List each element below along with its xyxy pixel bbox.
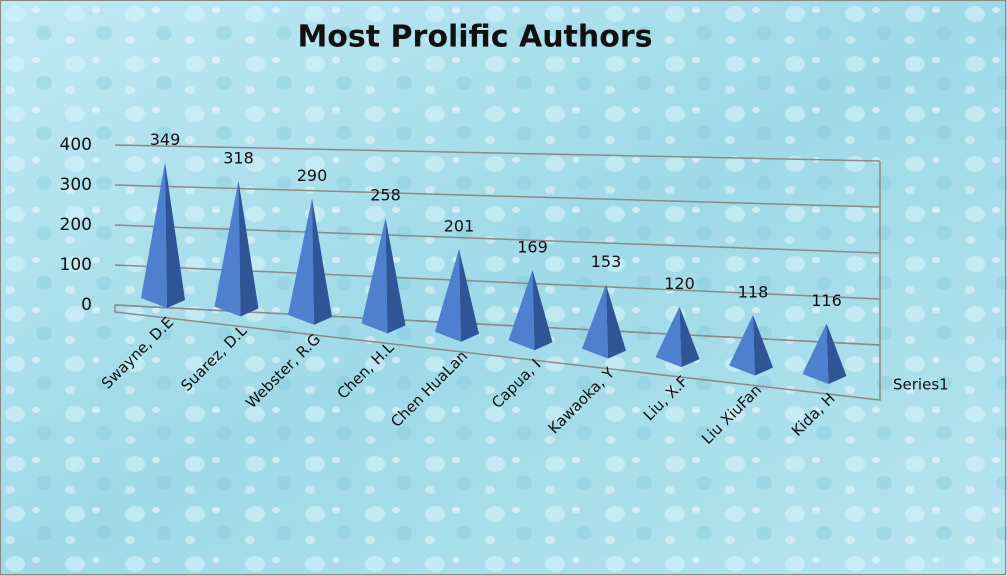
legend-label: Series1 bbox=[893, 376, 949, 394]
y-tick-label: 300 bbox=[60, 175, 92, 195]
data-label: 116 bbox=[811, 291, 842, 310]
pyramid-face bbox=[141, 162, 167, 308]
pyramid bbox=[729, 315, 773, 376]
pyramid bbox=[655, 306, 700, 368]
pyramid-face bbox=[361, 218, 388, 334]
grid-line bbox=[114, 184, 881, 208]
pyramid bbox=[361, 218, 406, 334]
pyramid-face bbox=[214, 180, 241, 317]
y-tick-label: 0 bbox=[81, 295, 92, 315]
pyramid-face bbox=[679, 306, 700, 368]
pyramid-face bbox=[238, 180, 259, 317]
y-tick-label: 400 bbox=[60, 135, 92, 155]
grid-line bbox=[114, 144, 881, 162]
data-label: 290 bbox=[297, 166, 328, 185]
pyramid-face bbox=[532, 270, 553, 351]
pyramid-face bbox=[385, 218, 406, 334]
data-label: 201 bbox=[444, 217, 475, 236]
pyramid bbox=[214, 180, 259, 317]
pyramid bbox=[582, 284, 626, 359]
pyramid-face bbox=[606, 284, 626, 359]
pyramid-face bbox=[753, 315, 773, 376]
pyramid-face bbox=[435, 249, 461, 342]
pyramid-face bbox=[312, 198, 332, 325]
data-label: 349 bbox=[150, 130, 181, 149]
data-label: 118 bbox=[738, 283, 769, 302]
pyramid-face bbox=[459, 249, 479, 342]
pyramid-face bbox=[802, 323, 829, 384]
pyramid bbox=[141, 162, 185, 308]
data-label: 258 bbox=[370, 186, 401, 205]
pyramid bbox=[288, 198, 332, 325]
pyramid-face bbox=[508, 270, 535, 351]
pyramid-face bbox=[582, 284, 608, 359]
pyramid-face bbox=[655, 306, 682, 368]
data-label: 169 bbox=[517, 238, 548, 257]
pyramid-face bbox=[729, 315, 755, 376]
pyramid bbox=[802, 323, 847, 384]
y-tick-label: 200 bbox=[60, 215, 92, 235]
pyramid bbox=[435, 249, 479, 342]
data-label: 153 bbox=[591, 252, 622, 271]
pyramid-face bbox=[165, 162, 185, 308]
data-label: 120 bbox=[664, 274, 695, 293]
y-tick-label: 100 bbox=[60, 255, 92, 275]
pyramid-face bbox=[288, 198, 314, 325]
data-label: 318 bbox=[223, 148, 254, 167]
pyramid bbox=[508, 270, 553, 351]
pyramid-face bbox=[826, 323, 847, 384]
chart-title: Most Prolific Authors bbox=[297, 20, 652, 55]
